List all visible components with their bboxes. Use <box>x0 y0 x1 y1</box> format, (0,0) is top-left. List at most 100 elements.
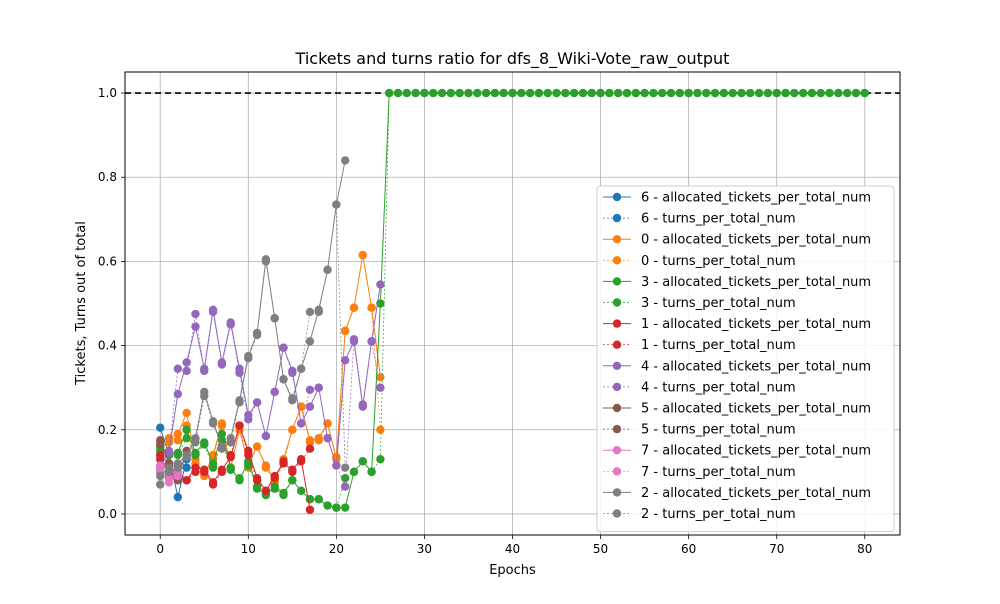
legend-item: 0 - turns_per_total_num <box>603 254 796 269</box>
data-point <box>252 484 262 493</box>
data-point <box>710 88 720 98</box>
chart-title: Tickets and turns ratio for dfs_8_Wiki-V… <box>295 49 730 69</box>
data-point <box>446 88 456 98</box>
data-point <box>208 419 218 428</box>
data-point <box>200 440 209 449</box>
legend-swatch-marker <box>612 382 622 392</box>
data-point <box>235 398 244 407</box>
data-point <box>156 423 165 432</box>
legend-swatch-marker <box>612 192 622 202</box>
data-point <box>296 457 306 466</box>
data-point <box>860 88 869 98</box>
data-point <box>569 88 579 98</box>
data-point <box>305 402 315 411</box>
data-point <box>349 303 359 312</box>
data-point <box>596 88 605 98</box>
data-point <box>217 467 227 477</box>
legend-item: 6 - turns_per_total_num <box>603 212 796 227</box>
data-point <box>244 461 253 470</box>
data-point <box>226 320 235 329</box>
data-point <box>164 448 174 458</box>
data-point <box>173 389 183 399</box>
data-point <box>182 463 191 472</box>
data-point <box>261 257 271 266</box>
data-point <box>270 473 279 483</box>
data-point <box>807 88 817 98</box>
data-point <box>825 88 834 98</box>
data-point <box>763 88 773 98</box>
data-point <box>191 438 200 447</box>
series-line <box>159 160 346 477</box>
data-point <box>305 337 315 346</box>
legend-item: 4 - turns_per_total_num <box>603 380 796 395</box>
data-point <box>499 88 508 98</box>
legend-item: 2 - turns_per_total_num <box>603 507 796 522</box>
data-point <box>340 326 350 336</box>
data-point <box>631 88 640 98</box>
data-point <box>314 383 323 392</box>
legend-item: 7 - turns_per_total_num <box>603 465 796 480</box>
data-point <box>385 88 394 98</box>
data-point <box>305 438 315 447</box>
data-point <box>226 438 235 447</box>
y-tick-label: 0.8 <box>98 170 117 184</box>
data-point <box>182 425 191 434</box>
data-point <box>252 330 262 340</box>
data-point <box>296 486 306 496</box>
data-point <box>200 391 209 401</box>
series-line <box>159 427 188 498</box>
data-point <box>851 88 861 98</box>
legend-swatch-marker <box>612 319 622 328</box>
data-point <box>543 88 552 98</box>
x-axis-label: Epochs <box>489 563 536 578</box>
data-point <box>525 88 535 98</box>
data-point <box>270 314 279 323</box>
data-point <box>173 471 183 481</box>
legend-item: 2 - allocated_tickets_per_total_num <box>603 486 871 501</box>
legend-label: 2 - allocated_tickets_per_total_num <box>641 486 871 501</box>
data-point <box>658 88 667 98</box>
legend-swatch-marker <box>612 361 622 370</box>
legend-label: 6 - turns_per_total_num <box>641 212 796 227</box>
data-point <box>182 408 191 418</box>
data-point <box>376 383 385 392</box>
data-point <box>340 482 350 491</box>
data-point <box>217 429 227 439</box>
data-point <box>508 88 517 98</box>
data-point <box>437 88 447 98</box>
legend-swatch-marker <box>612 403 622 413</box>
data-point <box>208 463 218 472</box>
data-point <box>728 88 737 98</box>
data-point <box>173 450 183 460</box>
x-tick-label: 10 <box>241 542 256 556</box>
data-point <box>156 440 165 449</box>
data-point <box>340 463 350 472</box>
data-point <box>270 387 279 397</box>
data-point <box>490 88 500 98</box>
legend-swatch-marker <box>612 467 622 476</box>
legend-label: 5 - allocated_tickets_per_total_num <box>641 402 871 417</box>
data-point <box>842 88 852 98</box>
data-point <box>305 307 315 317</box>
legend-swatch-marker <box>612 340 622 349</box>
series-13 <box>156 461 183 487</box>
x-tick-label: 0 <box>156 542 164 556</box>
data-point <box>393 88 403 98</box>
data-point <box>473 88 482 98</box>
data-point <box>244 415 253 424</box>
data-point <box>305 385 315 394</box>
data-point <box>182 358 191 367</box>
data-point <box>666 88 676 98</box>
data-point <box>340 473 350 483</box>
y-tick-label: 1.0 <box>98 86 117 100</box>
x-tick-label: 30 <box>417 542 432 556</box>
data-point <box>173 492 183 502</box>
data-point <box>464 88 473 98</box>
data-point <box>182 433 191 443</box>
legend-item: 1 - allocated_tickets_per_total_num <box>603 317 871 332</box>
data-point <box>367 467 376 477</box>
data-point <box>182 476 191 485</box>
data-point <box>340 356 350 365</box>
data-point <box>376 455 385 464</box>
data-point <box>200 467 209 477</box>
